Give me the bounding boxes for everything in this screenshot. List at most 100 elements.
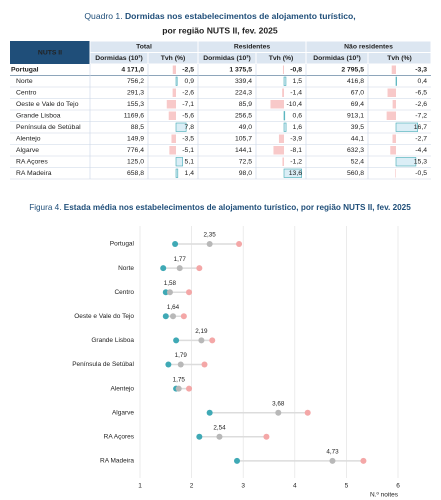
cell-value: -0,5 [415, 170, 427, 177]
header-text: Total [136, 44, 152, 51]
cell-value: -3,5 [182, 136, 194, 143]
dot [209, 337, 216, 344]
tvh-bar [283, 122, 287, 132]
dot [201, 361, 208, 368]
cell-value: 2 795,5 [341, 67, 364, 74]
category-label: Península de Setúbal [72, 361, 134, 368]
cell-value: -6,5 [415, 90, 427, 97]
x-tick-label: 4 [293, 483, 297, 490]
dot [177, 361, 184, 368]
cell-value: 658,8 [127, 170, 144, 177]
category-label: Grande Lisboa [91, 337, 134, 344]
tvh-bar [283, 76, 287, 86]
subheader-text: Dormidas (10³) [313, 55, 361, 62]
cell-value: 256,5 [235, 113, 252, 120]
figure-title: Figura 4. Estada média nos estabelecimen… [29, 203, 411, 212]
cell-value: -5,1 [182, 147, 194, 154]
tvh-bar [387, 88, 396, 97]
dot [236, 241, 243, 247]
dot [166, 289, 173, 296]
subheader-text: Tvh (%) [269, 55, 294, 62]
cell-value: -8,1 [290, 147, 302, 154]
value-label: 2,35 [204, 232, 217, 239]
value-label: 1,79 [175, 352, 188, 359]
dot [360, 457, 367, 464]
cell-value: 339,4 [235, 78, 252, 85]
cell-value: 15,3 [414, 159, 427, 166]
value-label: 1,77 [174, 256, 187, 263]
value-label: 2,54 [213, 424, 226, 431]
table-title: Quadro 1. Dormidas nos estabelecimentos … [84, 11, 355, 21]
tvh-bar [273, 146, 284, 155]
cell-value: 69,4 [351, 101, 364, 108]
cell-value: -5,6 [182, 113, 194, 120]
subheader-text: Tvh (%) [387, 55, 412, 62]
category-label: Alentejo [111, 385, 135, 392]
table-title-line: por região NUTS II, fev. 2025 [162, 25, 278, 35]
cell-value: 7,8 [185, 124, 195, 131]
dot [173, 337, 180, 344]
tvh-bar [270, 100, 284, 109]
cell-value: 155,3 [127, 101, 144, 108]
row-label: Portugal [11, 67, 39, 74]
tvh-bar [395, 169, 396, 178]
dot [304, 409, 311, 416]
dot [206, 409, 213, 416]
cell-value: 13,6 [289, 170, 302, 177]
category-label: Oeste e Vale do Tejo [74, 313, 134, 320]
header-cell [10, 41, 90, 64]
row-label: RA Açores [16, 159, 48, 166]
tvh-bar [392, 100, 396, 109]
category-label: Centro [114, 289, 134, 296]
dot [198, 337, 205, 344]
value-label: 1,75 [173, 376, 186, 383]
row-label: Grande Lisboa [16, 113, 61, 120]
x-tick-label: 6 [396, 483, 400, 490]
dot [216, 433, 223, 440]
cell-value: 224,3 [235, 90, 252, 97]
cell-value: 416,8 [347, 78, 364, 85]
value-label: 3,68 [272, 400, 285, 407]
cell-value: 88,5 [131, 124, 144, 131]
cell-value: 291,3 [127, 90, 144, 97]
tvh-bar [282, 88, 284, 97]
x-tick-label: 3 [241, 483, 245, 490]
cell-value: 756,2 [127, 78, 144, 85]
dot [263, 433, 270, 440]
tvh-bar [391, 65, 396, 74]
tvh-bar [283, 168, 302, 178]
cell-value: 913,1 [347, 113, 364, 120]
cell-value: -2,6 [182, 90, 194, 97]
cell-value: 105,7 [235, 136, 252, 143]
row-label: Centro [16, 90, 37, 97]
x-tick-label: 5 [345, 483, 349, 490]
dot [329, 457, 336, 464]
tvh-bar [283, 111, 286, 121]
cell-value: 72,5 [239, 159, 252, 166]
tvh-bar [395, 76, 397, 86]
tvh-bar [390, 146, 396, 155]
cell-value: 67,0 [351, 90, 364, 97]
cell-value: -1,2 [290, 159, 302, 166]
cell-value: -0,8 [290, 67, 302, 74]
cell-value: -7,1 [182, 101, 194, 108]
dot [180, 313, 187, 320]
tvh-bar [175, 76, 178, 86]
figure-label: Figura 4. [29, 203, 61, 212]
header-text: NUTS II [38, 49, 62, 56]
tvh-bar [169, 146, 176, 155]
cell-value: 1,5 [293, 78, 303, 85]
dot [165, 361, 172, 368]
tvh-bar [172, 65, 176, 74]
cell-value: -2,5 [182, 67, 194, 74]
cell-value: 4 171,0 [121, 67, 144, 74]
row-label: Península de Setúbal [16, 124, 81, 131]
cell-value: 0,4 [418, 78, 428, 85]
x-tick-label: 1 [138, 483, 142, 490]
dot [275, 409, 282, 416]
cell-value: 560,8 [347, 170, 364, 177]
cell-value: -10,4 [287, 101, 303, 108]
value-label: 1,64 [167, 304, 180, 311]
cell-value: 1,4 [185, 170, 195, 177]
